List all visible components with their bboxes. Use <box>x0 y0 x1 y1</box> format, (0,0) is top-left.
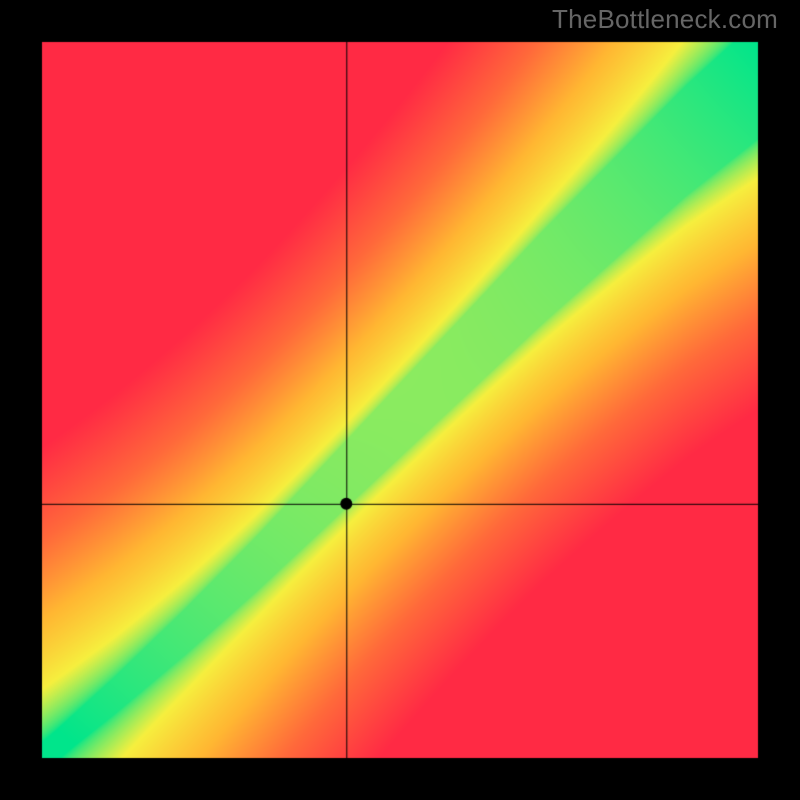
watermark-text: TheBottleneck.com <box>552 4 778 35</box>
bottleneck-heatmap <box>0 0 800 800</box>
